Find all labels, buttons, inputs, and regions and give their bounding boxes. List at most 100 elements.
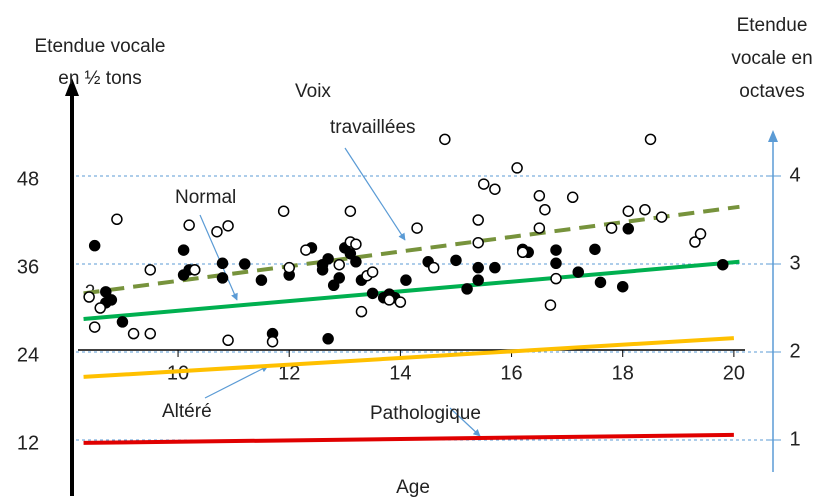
point [222, 334, 234, 347]
y2-tick-label: 2 [789, 340, 800, 362]
point [461, 283, 473, 295]
point [350, 256, 362, 268]
point [622, 223, 635, 235]
y2-title: Etendue [737, 15, 808, 36]
point [255, 274, 268, 286]
point [622, 205, 635, 217]
point [333, 272, 345, 284]
point [211, 225, 223, 238]
point [639, 203, 651, 216]
point [144, 327, 157, 340]
point [316, 264, 329, 276]
point [411, 222, 423, 234]
point [472, 274, 484, 286]
point [177, 244, 190, 256]
point [489, 183, 501, 195]
point [83, 291, 95, 303]
point [216, 257, 229, 270]
point [116, 316, 129, 328]
line-label: Pathologique [370, 403, 481, 424]
point [605, 222, 618, 234]
point [550, 244, 562, 256]
point [550, 272, 562, 285]
pointer-arrows [199, 147, 481, 437]
y2-tick-label: 4 [789, 164, 800, 186]
point [322, 253, 334, 265]
point [694, 228, 707, 240]
y-tick-label: 24 [17, 344, 39, 366]
point [222, 220, 234, 232]
line-label: Voix [295, 81, 331, 102]
point [105, 294, 118, 306]
point [539, 203, 551, 216]
y2-tick-label: 3 [789, 252, 800, 274]
point [277, 205, 290, 217]
point [144, 264, 157, 276]
x-tick-label: 20 [723, 362, 745, 384]
line-label: Normal [175, 187, 236, 208]
y-title: Etendue vocale [35, 36, 166, 57]
point [594, 276, 607, 289]
y2-title: octaves [739, 81, 804, 102]
point [216, 272, 229, 284]
point [266, 335, 279, 348]
point [544, 299, 557, 311]
point [300, 244, 312, 256]
point [439, 133, 451, 146]
y-tick-label: 12 [17, 432, 39, 454]
trend-line [83, 432, 734, 445]
point [516, 246, 529, 259]
point [472, 236, 484, 249]
x-tick-label: 14 [389, 362, 411, 384]
x-tick-label: 12 [278, 362, 300, 384]
point [100, 286, 112, 298]
point [366, 266, 379, 278]
point [566, 191, 579, 204]
y-axis-arrow [65, 78, 79, 96]
y2-title: vocale en [731, 48, 812, 69]
point [188, 264, 201, 276]
point [333, 258, 345, 271]
point [472, 214, 484, 226]
y2-tick-label: 1 [789, 428, 800, 450]
point [427, 261, 440, 274]
point [450, 254, 462, 267]
point [589, 243, 601, 256]
point [383, 294, 396, 306]
point [400, 274, 412, 286]
point [472, 261, 484, 274]
point [344, 205, 357, 217]
trend-line [83, 204, 740, 296]
point [550, 257, 562, 270]
point [88, 321, 101, 333]
point [533, 222, 546, 234]
point [350, 238, 362, 250]
y-tick-label: 48 [17, 168, 39, 190]
point [183, 219, 195, 231]
line-label: travaillées [330, 117, 416, 138]
point [717, 258, 729, 271]
point [644, 133, 657, 146]
line-label: Altéré [162, 401, 212, 422]
trend-line [83, 336, 735, 379]
point [394, 296, 407, 308]
point [616, 280, 629, 293]
x-tick-label: 18 [612, 362, 634, 384]
point [322, 333, 334, 345]
point [239, 258, 251, 270]
point [689, 236, 701, 248]
point [127, 327, 140, 340]
y-title: en ½ tons [58, 68, 141, 89]
point [355, 305, 368, 318]
y-tick-label: 36 [17, 256, 39, 278]
point [94, 302, 106, 314]
x-tick-label: 16 [500, 362, 522, 384]
point [655, 211, 668, 223]
trend-line [83, 259, 740, 321]
point [478, 178, 490, 190]
point [489, 261, 501, 274]
point [366, 287, 379, 300]
point [111, 213, 123, 226]
point [283, 261, 295, 274]
